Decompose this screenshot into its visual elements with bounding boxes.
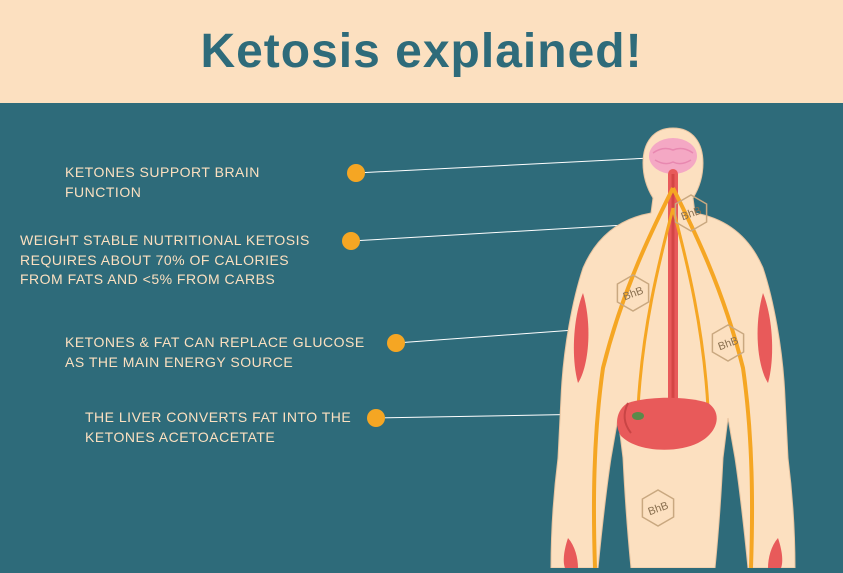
callout-text: WEIGHT STABLE NUTRITIONAL KETOSIS REQUIR… (20, 231, 330, 290)
body-illustration: BhB BhB BhB BhB (523, 118, 823, 568)
callout-text: KETONES SUPPORT BRAIN FUNCTION (65, 163, 335, 202)
callout-text: THE LIVER CONVERTS FAT INTO THE KETONES … (85, 408, 355, 447)
callout-marker-icon (347, 164, 365, 182)
callout-liver: THE LIVER CONVERTS FAT INTO THE KETONES … (85, 408, 385, 447)
header: Ketosis explained! (0, 0, 843, 103)
main-panel: KETONES SUPPORT BRAIN FUNCTION WEIGHT ST… (0, 103, 843, 573)
callout-marker-icon (342, 232, 360, 250)
page-title: Ketosis explained! (200, 24, 642, 79)
callout-text: KETONES & FAT CAN REPLACE GLUCOSE AS THE… (65, 333, 375, 372)
callout-brain: KETONES SUPPORT BRAIN FUNCTION (65, 163, 365, 202)
body-svg: BhB BhB BhB BhB (523, 118, 823, 568)
callout-marker-icon (387, 334, 405, 352)
callout-energy-source: KETONES & FAT CAN REPLACE GLUCOSE AS THE… (65, 333, 405, 372)
callout-marker-icon (367, 409, 385, 427)
callout-ketosis-ratio: WEIGHT STABLE NUTRITIONAL KETOSIS REQUIR… (20, 231, 360, 290)
